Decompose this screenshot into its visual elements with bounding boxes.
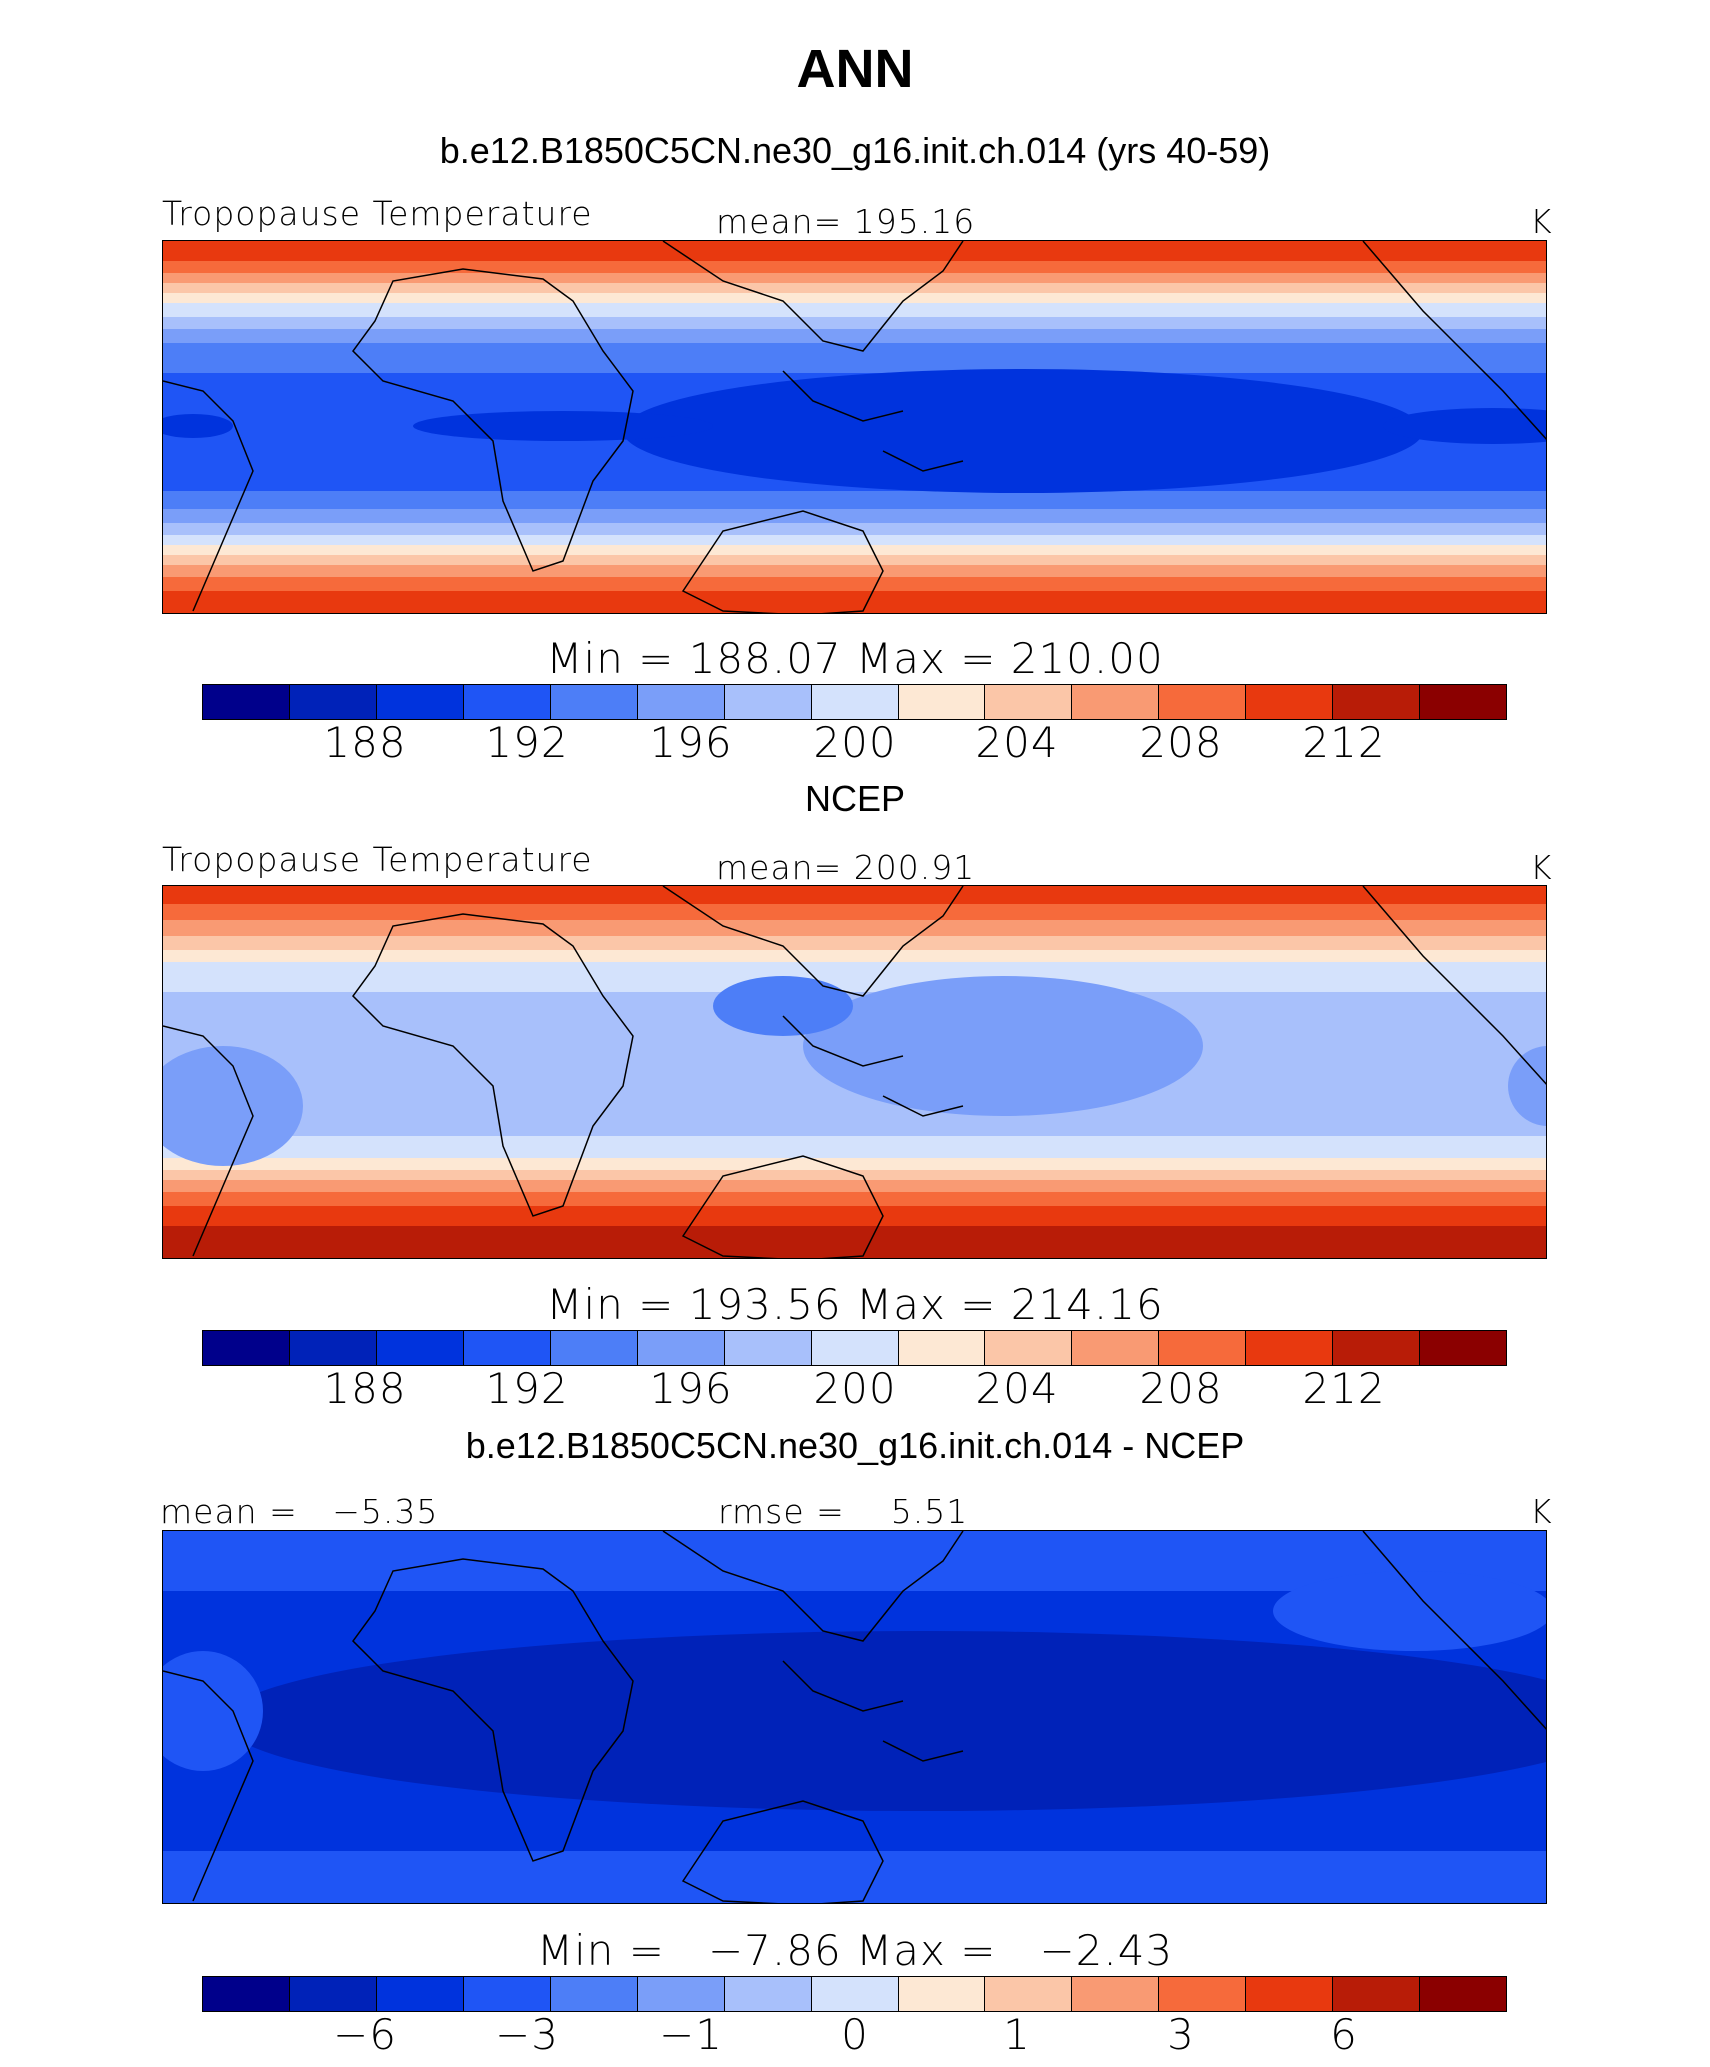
panel-1-colorbar-tick: 200 bbox=[813, 718, 897, 767]
panel-1-colorbar-tick: 212 bbox=[1302, 718, 1386, 767]
colorbar-cell bbox=[1246, 1977, 1334, 2011]
panel-3-minmax-label: Min = −7.86 Max = −2.43 bbox=[536, 1926, 1174, 1975]
colorbar-cell bbox=[637, 1977, 725, 2011]
panel-1-colorbar-tick: 204 bbox=[975, 718, 1059, 767]
colorbar-cell bbox=[203, 685, 290, 719]
panel-2-colorbar-tick: 192 bbox=[485, 1364, 569, 1413]
colorbar-cell bbox=[1333, 685, 1421, 719]
panel-1-subtitle: b.e12.B1850C5CN.ne30_g16.init.ch.014 (yr… bbox=[439, 130, 1271, 171]
colorbar-cell bbox=[985, 685, 1073, 719]
panel-1-contour-field bbox=[163, 241, 1546, 613]
panel-1-colorbar-tick: 188 bbox=[323, 718, 407, 767]
colorbar-cell bbox=[1420, 685, 1507, 719]
panel-2-minmax-label: Min = 193.56 Max = 214.16 bbox=[546, 1280, 1164, 1329]
panel-1-minmax-label: Min = 188.07 Max = 210.00 bbox=[546, 634, 1164, 683]
panel-1-units-label: K bbox=[1530, 202, 1553, 241]
colorbar-cell bbox=[1333, 1331, 1421, 1365]
panel-1-variable-label: Tropopause Temperature bbox=[162, 194, 593, 233]
colorbar-cell bbox=[811, 1977, 899, 2011]
colorbar-cell bbox=[724, 1331, 812, 1365]
colorbar-cell bbox=[637, 685, 725, 719]
panel-1-map bbox=[162, 240, 1547, 614]
colorbar-cell bbox=[811, 1331, 899, 1365]
colorbar-cell bbox=[1246, 685, 1334, 719]
panel-2-colorbar bbox=[202, 1330, 1507, 1366]
panel-2-mean-label: mean= 200.91 bbox=[716, 848, 976, 887]
panel-2-subtitle: NCEP bbox=[804, 778, 906, 819]
panel-3-colorbar-tick: −6 bbox=[333, 2010, 397, 2059]
panel-3-units-label: K bbox=[1530, 1492, 1553, 1531]
colorbar-cell bbox=[1420, 1331, 1507, 1365]
colorbar-cell bbox=[898, 685, 986, 719]
colorbar-cell bbox=[289, 1977, 377, 2011]
colorbar-cell bbox=[203, 1977, 290, 2011]
colorbar-cell bbox=[1159, 1977, 1247, 2011]
colorbar-cell bbox=[463, 685, 551, 719]
panel-3-colorbar-tick: 1 bbox=[1003, 2010, 1031, 2059]
colorbar-cell bbox=[550, 1977, 638, 2011]
panel-3-rmse-label: rmse = 5.51 bbox=[718, 1492, 969, 1531]
colorbar-cell bbox=[898, 1977, 986, 2011]
colorbar-cell bbox=[376, 1977, 464, 2011]
colorbar-cell bbox=[463, 1977, 551, 2011]
colorbar-cell bbox=[811, 685, 899, 719]
panel-2-colorbar-tick: 188 bbox=[323, 1364, 407, 1413]
colorbar-cell bbox=[1159, 685, 1247, 719]
colorbar-cell bbox=[1333, 1977, 1421, 2011]
panel-2-colorbar-tick: 204 bbox=[975, 1364, 1059, 1413]
colorbar-cell bbox=[985, 1977, 1073, 2011]
panel-2-variable-label: Tropopause Temperature bbox=[162, 840, 593, 879]
panel-1-colorbar-tick: 208 bbox=[1139, 718, 1223, 767]
panel-2-colorbar-tick: 208 bbox=[1139, 1364, 1223, 1413]
panel-2-colorbar-tick: 200 bbox=[813, 1364, 897, 1413]
panel-3-colorbar bbox=[202, 1976, 1507, 2012]
colorbar-cell bbox=[1072, 1331, 1160, 1365]
colorbar-cell bbox=[463, 1331, 551, 1365]
panel-2-units-label: K bbox=[1530, 848, 1553, 887]
panel-3-colorbar-tick: 3 bbox=[1167, 2010, 1195, 2059]
panel-2-colorbar-tick: 196 bbox=[649, 1364, 733, 1413]
colorbar-cell bbox=[289, 1331, 377, 1365]
panel-3-map bbox=[162, 1530, 1547, 1904]
colorbar-cell bbox=[637, 1331, 725, 1365]
panel-3-colorbar-tick: 6 bbox=[1330, 2010, 1358, 2059]
colorbar-cell bbox=[289, 685, 377, 719]
colorbar-cell bbox=[724, 685, 812, 719]
colorbar-cell bbox=[376, 1331, 464, 1365]
panel-3-subtitle: b.e12.B1850C5CN.ne30_g16.init.ch.014 - N… bbox=[465, 1425, 1245, 1466]
colorbar-cell bbox=[550, 685, 638, 719]
panel-1-colorbar bbox=[202, 684, 1507, 720]
colorbar-cell bbox=[1420, 1977, 1507, 2011]
colorbar-cell bbox=[376, 685, 464, 719]
panel-2-contour-field bbox=[163, 886, 1546, 1258]
colorbar-cell bbox=[898, 1331, 986, 1365]
panel-2-map bbox=[162, 885, 1547, 1259]
panel-3-colorbar-tick: −3 bbox=[495, 2010, 559, 2059]
figure-title: ANN bbox=[796, 39, 914, 99]
panel-3-contour-field bbox=[163, 1531, 1546, 1903]
panel-1-mean-label: mean= 195.16 bbox=[716, 202, 976, 241]
panel-3-mean-label: mean = −5.35 bbox=[160, 1492, 439, 1531]
panel-3-colorbar-tick: −1 bbox=[659, 2010, 723, 2059]
colorbar-cell bbox=[550, 1331, 638, 1365]
colorbar-cell bbox=[1072, 685, 1160, 719]
colorbar-cell bbox=[985, 1331, 1073, 1365]
panel-3-colorbar-tick: 0 bbox=[841, 2010, 869, 2059]
panel-2-colorbar-tick: 212 bbox=[1302, 1364, 1386, 1413]
colorbar-cell bbox=[1072, 1977, 1160, 2011]
colorbar-cell bbox=[1159, 1331, 1247, 1365]
panel-1-colorbar-tick: 196 bbox=[649, 718, 733, 767]
colorbar-cell bbox=[724, 1977, 812, 2011]
colorbar-cell bbox=[1246, 1331, 1334, 1365]
colorbar-cell bbox=[203, 1331, 290, 1365]
panel-1-colorbar-tick: 192 bbox=[485, 718, 569, 767]
